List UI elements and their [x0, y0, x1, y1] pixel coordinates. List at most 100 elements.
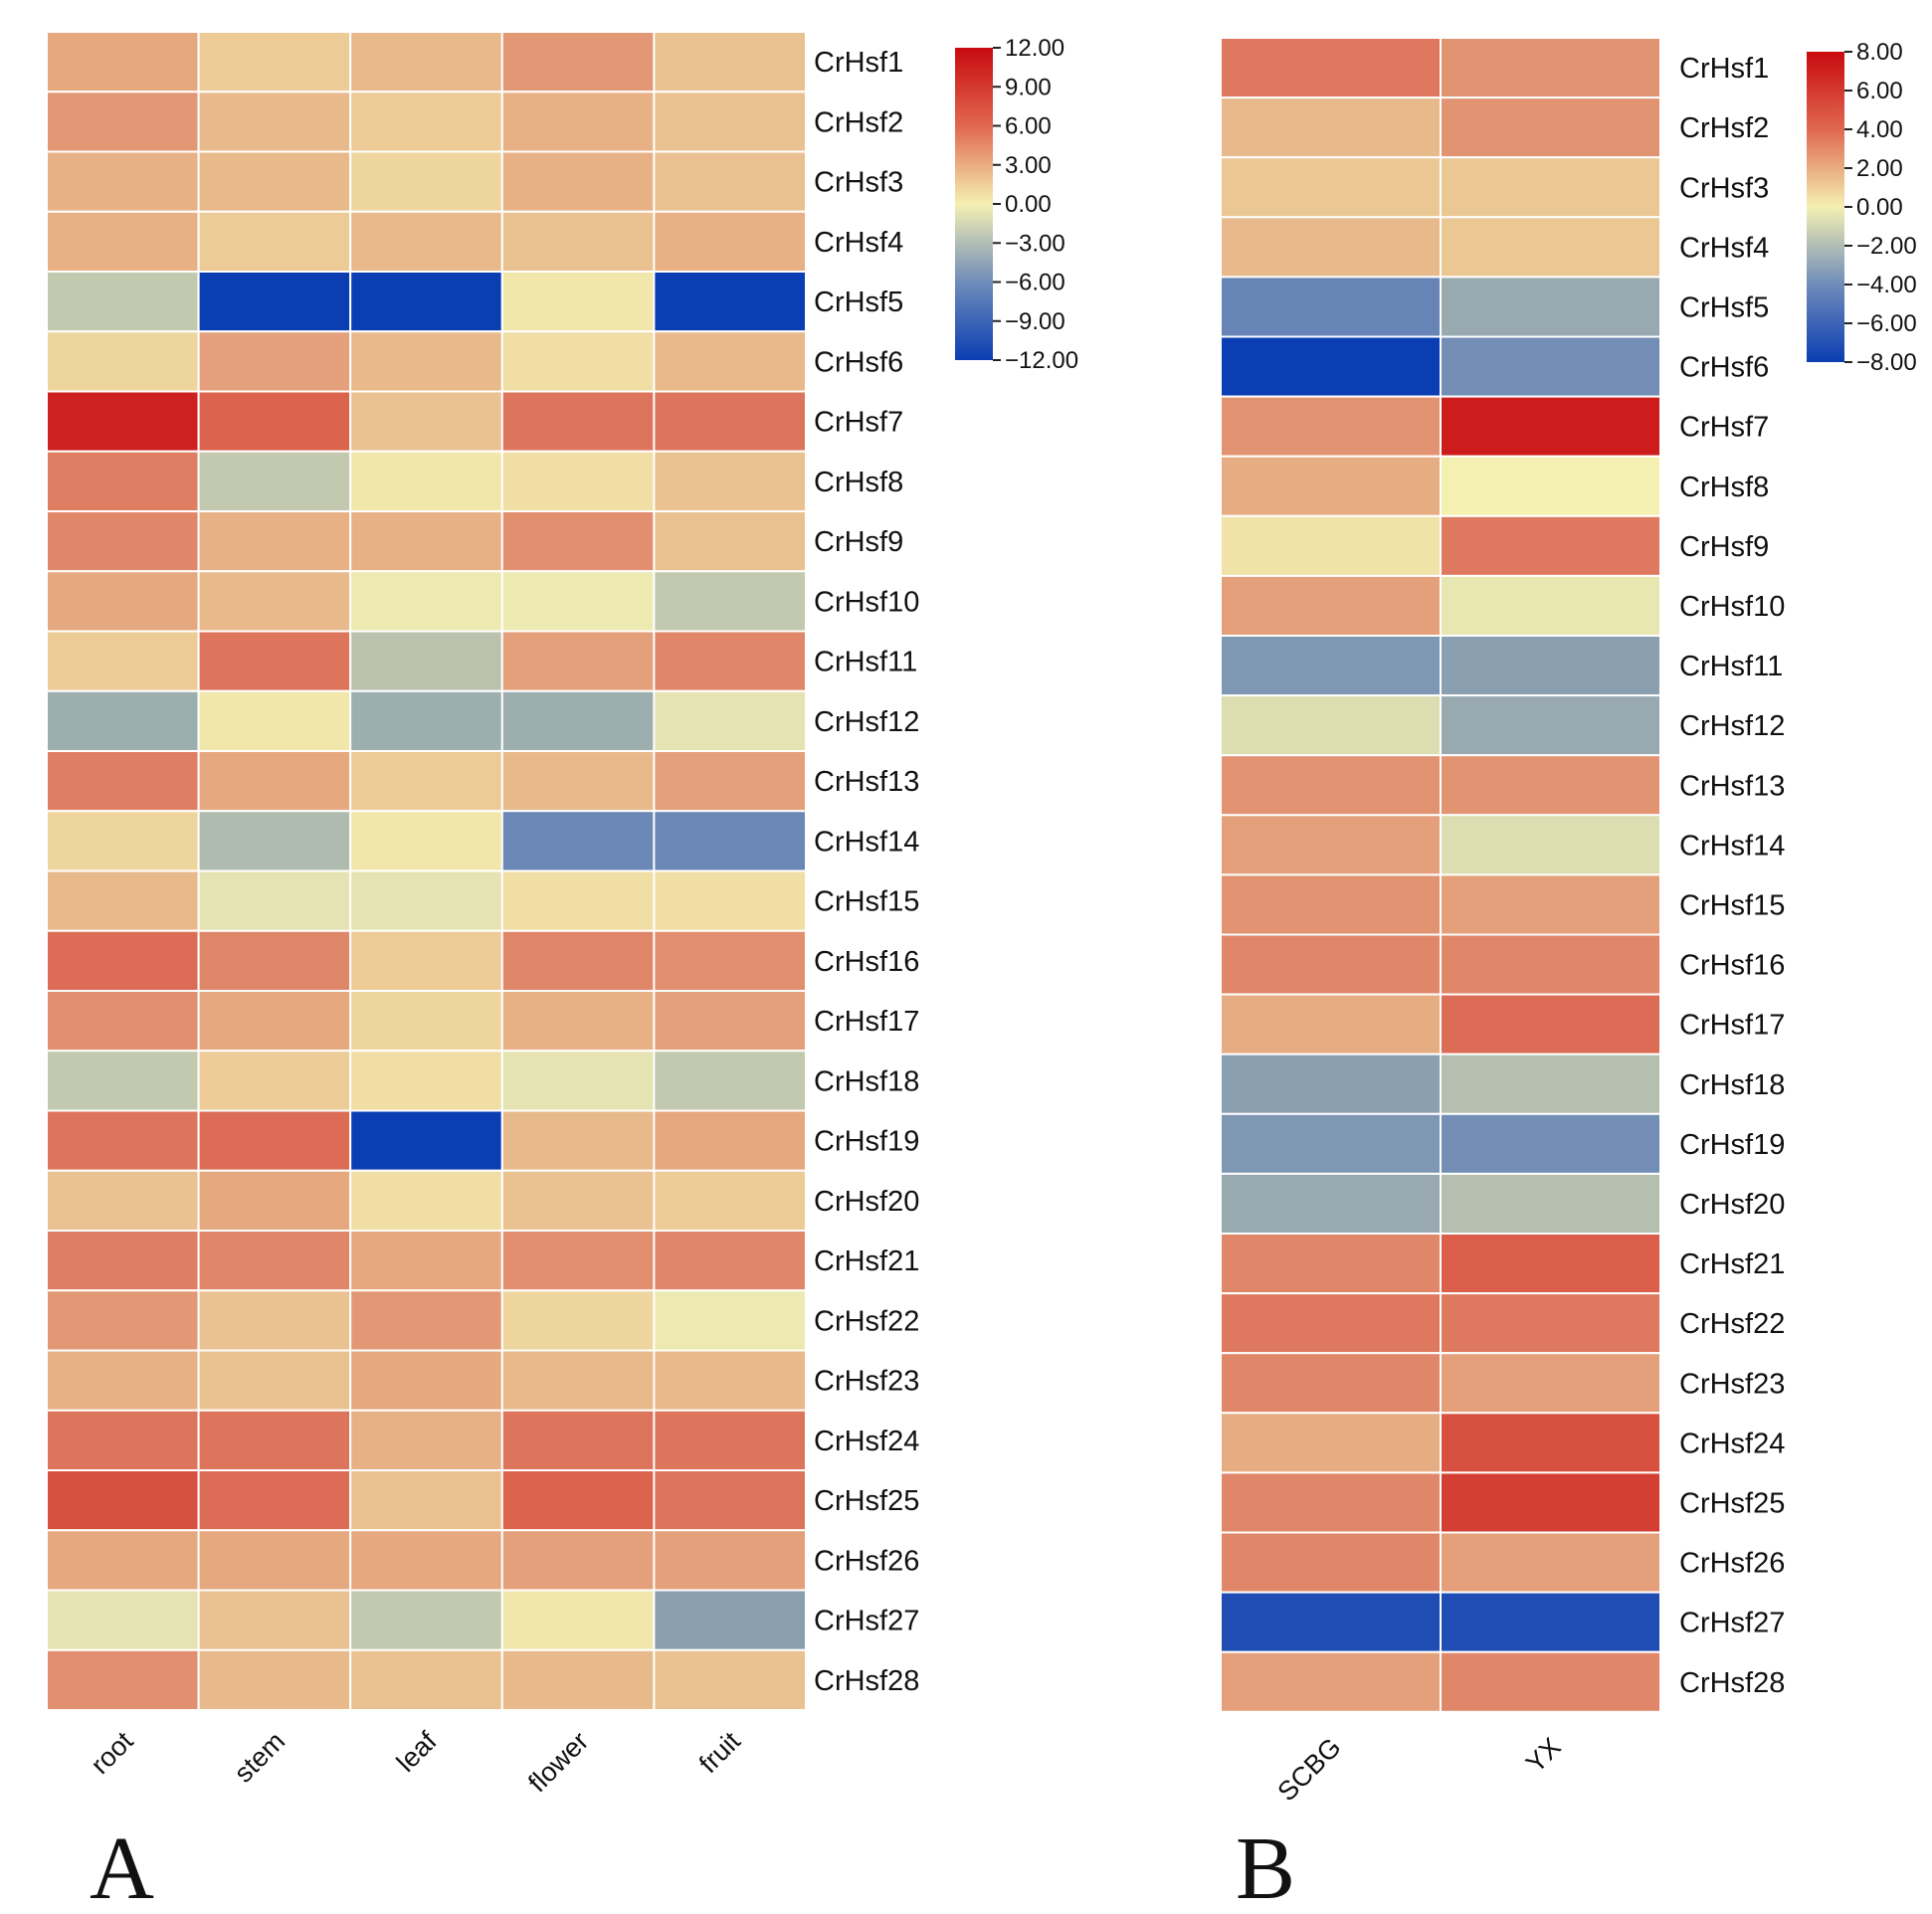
heatmap-a-cell	[197, 750, 352, 813]
heatmap-a-cell	[46, 1409, 200, 1471]
heatmap-a-cell	[500, 330, 656, 393]
heatmap-b-cell	[1440, 37, 1661, 99]
heatmap-b-cell	[1440, 814, 1661, 876]
colorbar-b-tick-label: 2.00	[1856, 155, 1903, 182]
heatmap-a-cell	[349, 1169, 503, 1232]
heatmap-b-cell	[1440, 1352, 1661, 1415]
heatmap-a-cell	[653, 91, 808, 153]
colorbar-b-tick-label: 4.00	[1856, 116, 1903, 143]
colorbar-b-tick-label: −6.00	[1856, 310, 1917, 337]
heatmap-b-cell	[1220, 514, 1442, 577]
heatmap-a-cell	[197, 271, 352, 333]
heatmap-a-row-label: CrHsf20	[814, 1186, 919, 1218]
heatmap-a-row-label: CrHsf27	[814, 1606, 919, 1637]
heatmap-b-cell	[1440, 1053, 1661, 1115]
heatmap-a-cell	[197, 1469, 352, 1532]
heatmap-a-row-label: CrHsf11	[814, 647, 917, 678]
heatmap-b-row-label: CrHsf6	[1679, 352, 1769, 384]
heatmap-b-cell	[1220, 455, 1442, 517]
heatmap-a-cell	[500, 91, 656, 153]
heatmap-a-cell	[653, 1648, 808, 1711]
heatmap-a-cell	[653, 1529, 808, 1592]
heatmap-a-row-label: CrHsf26	[814, 1545, 919, 1577]
heatmap-a-cell	[46, 390, 200, 453]
heatmap-a-row-label: CrHsf3	[814, 167, 903, 199]
heatmap-a-cell	[653, 271, 808, 333]
heatmap-a-row-label: CrHsf5	[814, 287, 903, 318]
colorbar-a-tick-label: 0.00	[1005, 191, 1052, 218]
heatmap-b-row-label: CrHsf10	[1679, 591, 1785, 623]
heatmap-b-cell	[1220, 156, 1442, 219]
heatmap-a-cell	[46, 990, 200, 1053]
heatmap-a-cell	[46, 750, 200, 813]
heatmap-b-cell	[1440, 1471, 1661, 1534]
heatmap-a-cell	[197, 1529, 352, 1592]
heatmap-a: CrHsf1 CrHsf2 CrHsf3 CrHsf4 CrHsf5 CrHsf6 CrHs…	[46, 31, 1078, 1914]
heatmap-a-cell	[349, 450, 503, 512]
heatmap-b-cell	[1440, 1172, 1661, 1236]
heatmap-a-cell	[500, 510, 656, 573]
colorbar-a-tick-label: −9.00	[1005, 308, 1065, 335]
heatmap-a-cell	[349, 929, 503, 992]
heatmap-a-row-label: CrHsf4	[814, 227, 903, 259]
heatmap-b-row-label: CrHsf25	[1679, 1487, 1785, 1519]
heatmap-a-cell	[653, 689, 808, 752]
heatmap-a-cell	[46, 510, 200, 573]
heatmap-a-cell	[653, 810, 808, 872]
heatmap-a-cell	[197, 869, 352, 932]
heatmap-b-row-label: CrHsf22	[1679, 1308, 1785, 1340]
colorbar-b: 8.00 6.00 4.00 2.00 0.00 −2.00 −4.00 −6.00 −8.00	[1807, 39, 1917, 376]
heatmap-a-cell	[500, 1589, 656, 1651]
heatmap-b-row-label: CrHsf18	[1679, 1069, 1785, 1101]
heatmap-a-cell	[349, 1529, 503, 1592]
heatmap-a-row-label: CrHsf22	[814, 1305, 919, 1337]
heatmap-a-row-label: CrHsf18	[814, 1065, 919, 1097]
heatmap-a-cell	[46, 1349, 200, 1412]
colorbar-b-tick-label: −4.00	[1856, 272, 1917, 298]
heatmap-a-cell	[349, 210, 503, 273]
heatmap-a-cell	[500, 570, 656, 633]
colorbar-b-gradient	[1807, 52, 1844, 362]
heatmap-a-cell	[349, 1409, 503, 1471]
heatmap-a-cell	[197, 1589, 352, 1651]
heatmap-a-cell	[197, 630, 352, 692]
heatmap-b-cell	[1440, 754, 1661, 817]
heatmap-a-cell	[500, 1289, 656, 1352]
heatmap-b-cell	[1440, 993, 1661, 1055]
heatmap-a-cell	[500, 750, 656, 813]
heatmap-b-cell	[1220, 1292, 1442, 1355]
heatmap-a-cell	[197, 330, 352, 393]
heatmap-a-cell	[349, 869, 503, 932]
heatmap-b-column-label: SCBG	[1271, 1732, 1346, 1807]
heatmap-a-cell	[46, 271, 200, 333]
heatmap-a-cell	[197, 689, 352, 752]
heatmap-a-column-label: flower	[522, 1726, 594, 1798]
heatmap-a-cell	[197, 390, 352, 453]
colorbar-b-tick-label: 8.00	[1856, 39, 1903, 66]
heatmap-b-cell	[1220, 37, 1442, 99]
heatmap-a-cell	[197, 1289, 352, 1352]
heatmap-a-cell	[46, 1289, 200, 1352]
heatmap-b-cell	[1220, 1233, 1442, 1295]
colorbar-a-tick-label: −12.00	[1005, 347, 1078, 374]
heatmap-a-cell	[46, 929, 200, 992]
heatmap-a-cell	[500, 31, 656, 94]
colorbar-a-tick-label: 12.00	[1005, 35, 1064, 62]
heatmap-b-row-label: CrHsf13	[1679, 770, 1785, 802]
heatmap-b-cell	[1220, 1591, 1442, 1653]
heatmap-a-cell	[653, 990, 808, 1053]
heatmap-a-cell	[653, 570, 808, 633]
heatmap-a-row-label: CrHsf9	[814, 526, 903, 558]
panel-label-a: A	[90, 1819, 154, 1914]
heatmap-b-cell	[1440, 335, 1661, 398]
heatmap-a-cell	[653, 1109, 808, 1172]
heatmap-a-cell	[500, 1169, 656, 1232]
heatmap-b-row-label: CrHsf23	[1679, 1368, 1785, 1400]
heatmap-a-cell	[349, 1469, 503, 1532]
heatmap-a-cell	[46, 630, 200, 692]
heatmap-a-cell	[500, 1409, 656, 1471]
heatmap-a-row-label: CrHsf1	[814, 47, 903, 79]
heatmap-b-cell	[1440, 276, 1661, 338]
heatmap-a-cell	[653, 1050, 808, 1112]
heatmap-b-row-label: CrHsf14	[1679, 830, 1785, 861]
